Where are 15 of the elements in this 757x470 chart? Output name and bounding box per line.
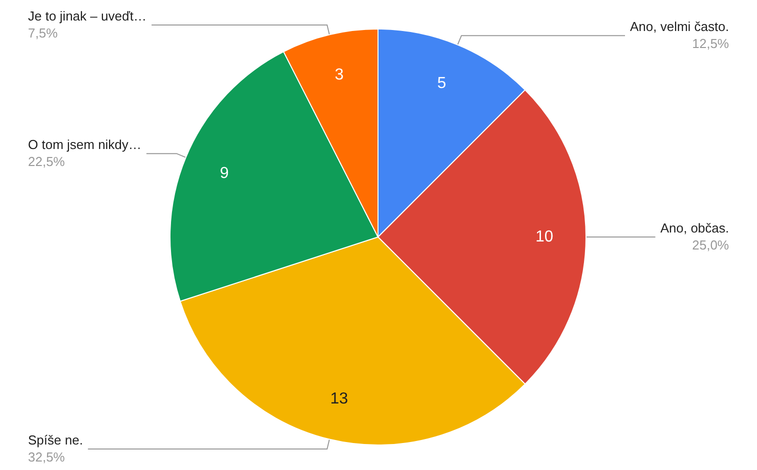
slice-label: Ano, velmi často. — [630, 19, 729, 34]
data-label: 32,5% — [28, 449, 66, 464]
slice-label: Ano, občas. — [660, 220, 729, 236]
data-label: 12,5% — [692, 36, 730, 52]
slice-label: Spíše ne. — [28, 432, 83, 448]
slice-label: O tom jsem nikdy… — [28, 137, 142, 152]
data-label: 7,5% — [28, 26, 58, 41]
text: 3 — [334, 66, 344, 84]
text: 5 — [437, 74, 446, 92]
data-label: 22,5% — [28, 154, 66, 170]
text: 13 — [330, 390, 348, 408]
data-label: 25,0% — [692, 238, 730, 252]
text: 10 — [536, 228, 554, 246]
slice-label: Je to jinak – uveďt… — [28, 8, 147, 24]
text: 9 — [220, 164, 229, 182]
